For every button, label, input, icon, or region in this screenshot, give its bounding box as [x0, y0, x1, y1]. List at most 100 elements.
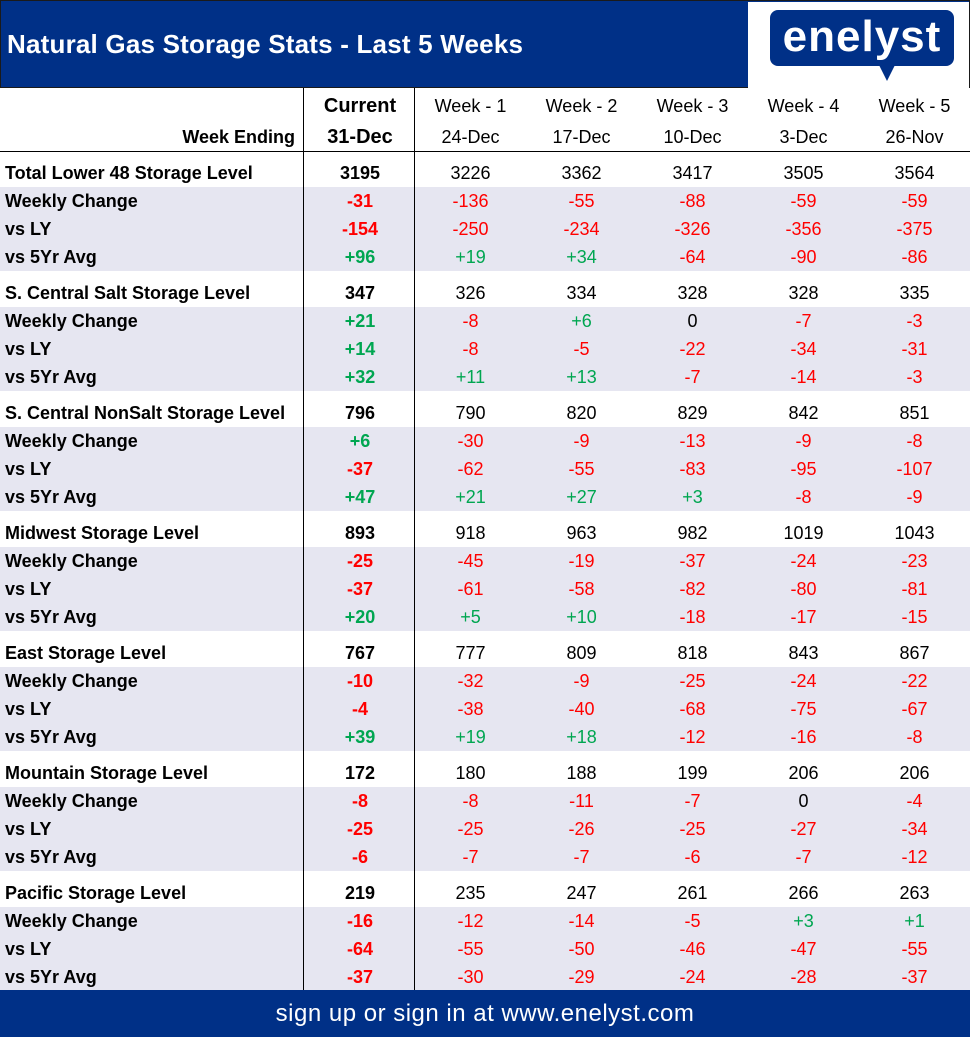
- storage-level-row: S. Central Salt Storage Level 347 326 334 32…: [0, 279, 970, 307]
- current-value-cell: -8: [351, 791, 368, 811]
- week-value-cell: -8: [906, 727, 923, 747]
- table-row: Weekly Change -10 -32 -9 -25 -24 -22: [0, 667, 970, 695]
- week-value-cell: -28: [790, 967, 817, 987]
- week-value-cell: 326: [455, 283, 486, 303]
- week-value-cell: -17: [790, 607, 817, 627]
- current-value-cell: 172: [344, 763, 376, 783]
- week-value-cell: 180: [455, 763, 486, 783]
- week-value-cell: 809: [566, 643, 597, 663]
- current-value-cell: -16: [346, 911, 373, 931]
- week-value-cell: 3226: [450, 163, 491, 183]
- week-value-cell: -7: [462, 847, 479, 867]
- current-value-cell: -64: [346, 939, 373, 959]
- week-value-cell: -24: [790, 671, 817, 691]
- week-value-cell: -64: [679, 247, 706, 267]
- table-row: vs LY -4 -38 -40 -68 -75 -67: [0, 695, 970, 723]
- week-value-cell: -8: [795, 487, 812, 507]
- week-value-cell: 3564: [894, 163, 935, 183]
- week-value-cell: -375: [896, 219, 933, 239]
- col-header-week-4: Week - 4: [767, 96, 840, 116]
- week-ending-label: Week Ending: [182, 127, 295, 147]
- week-value-cell: -8: [462, 311, 479, 331]
- week-value-cell: -30: [457, 967, 484, 987]
- label-column-divider: [303, 88, 304, 990]
- week-value-cell: -9: [573, 671, 590, 691]
- week-value-cell: -27: [790, 819, 817, 839]
- current-value-cell: 347: [344, 283, 376, 303]
- column-header-row: Current Week - 1 Week - 2 Week - 3 Week …: [0, 91, 970, 121]
- week-value-cell: -25: [457, 819, 484, 839]
- row-label: S. Central Salt Storage Level: [5, 283, 251, 303]
- week-value-cell: +6: [571, 311, 592, 331]
- table-row: vs 5Yr Avg -6 -7 -7 -6 -7 -12: [0, 843, 970, 871]
- week-value-cell: -250: [452, 219, 489, 239]
- week-value-cell: -9: [795, 431, 812, 451]
- week-value-cell: -8: [906, 431, 923, 451]
- week-value-cell: -3: [906, 367, 923, 387]
- week-value-cell: 199: [677, 763, 708, 783]
- current-column-divider: [414, 88, 415, 990]
- week-value-cell: +13: [566, 367, 597, 387]
- date-week-3: 10-Dec: [663, 127, 722, 147]
- col-header-current: Current: [323, 95, 397, 117]
- row-label: Weekly Change: [5, 191, 138, 211]
- week-value-cell: -7: [684, 367, 701, 387]
- week-value-cell: -75: [790, 699, 817, 719]
- row-label: vs 5Yr Avg: [5, 247, 97, 267]
- week-value-cell: 0: [798, 791, 809, 811]
- week-value-cell: -25: [679, 671, 706, 691]
- col-header-week-1: Week - 1: [434, 96, 507, 116]
- row-label: vs 5Yr Avg: [5, 847, 97, 867]
- week-value-cell: -22: [901, 671, 928, 691]
- week-value-cell: +19: [455, 727, 486, 747]
- table-row: vs 5Yr Avg -37 -30 -29 -24 -28 -37: [0, 963, 970, 991]
- week-value-cell: +10: [566, 607, 597, 627]
- week-value-cell: -62: [457, 459, 484, 479]
- week-value-cell: -6: [684, 847, 701, 867]
- row-label: vs LY: [5, 459, 52, 479]
- week-value-cell: 963: [566, 523, 597, 543]
- week-value-cell: -90: [790, 247, 817, 267]
- current-value-cell: +96: [344, 247, 376, 267]
- current-value-cell: +20: [344, 607, 376, 627]
- week-value-cell: 247: [566, 883, 597, 903]
- week-value-cell: 263: [899, 883, 930, 903]
- row-label: vs 5Yr Avg: [5, 487, 97, 507]
- col-header-week-3: Week - 3: [656, 96, 729, 116]
- week-value-cell: +18: [566, 727, 597, 747]
- row-label: vs 5Yr Avg: [5, 607, 97, 627]
- current-value-cell: -31: [346, 191, 373, 211]
- week-value-cell: -37: [901, 967, 928, 987]
- row-label: vs 5Yr Avg: [5, 727, 97, 747]
- week-value-cell: -82: [679, 579, 706, 599]
- week-value-cell: +1: [904, 911, 925, 931]
- table-row: vs LY -154 -250 -234 -326 -356 -375: [0, 215, 970, 243]
- week-value-cell: -19: [568, 551, 595, 571]
- week-value-cell: 261: [677, 883, 708, 903]
- week-value-cell: -18: [679, 607, 706, 627]
- table-row: vs 5Yr Avg +47 +21 +27 +3 -8 -9: [0, 483, 970, 511]
- current-value-cell: -4: [351, 699, 368, 719]
- table-row: Weekly Change +21 -8 +6 0 -7 -3: [0, 307, 970, 335]
- current-value-cell: -37: [346, 459, 373, 479]
- current-value-cell: -10: [346, 671, 373, 691]
- week-value-cell: -326: [674, 219, 711, 239]
- week-value-cell: -24: [679, 967, 706, 987]
- table-row: vs LY -25 -25 -26 -25 -27 -34: [0, 815, 970, 843]
- week-value-cell: +11: [455, 367, 486, 387]
- week-value-cell: -61: [457, 579, 484, 599]
- current-value-cell: +47: [344, 487, 376, 507]
- week-value-cell: -5: [684, 911, 701, 931]
- week-value-cell: -68: [679, 699, 706, 719]
- week-value-cell: +5: [460, 607, 481, 627]
- week-value-cell: 790: [455, 403, 486, 423]
- week-value-cell: -7: [684, 791, 701, 811]
- table-row: vs 5Yr Avg +39 +19 +18 -12 -16 -8: [0, 723, 970, 751]
- week-value-cell: -55: [568, 459, 595, 479]
- week-value-cell: 206: [899, 763, 930, 783]
- week-value-cell: 3362: [561, 163, 602, 183]
- week-value-cell: -9: [906, 487, 923, 507]
- table-row: vs LY +14 -8 -5 -22 -34 -31: [0, 335, 970, 363]
- row-label: Weekly Change: [5, 671, 138, 691]
- week-value-cell: -86: [901, 247, 928, 267]
